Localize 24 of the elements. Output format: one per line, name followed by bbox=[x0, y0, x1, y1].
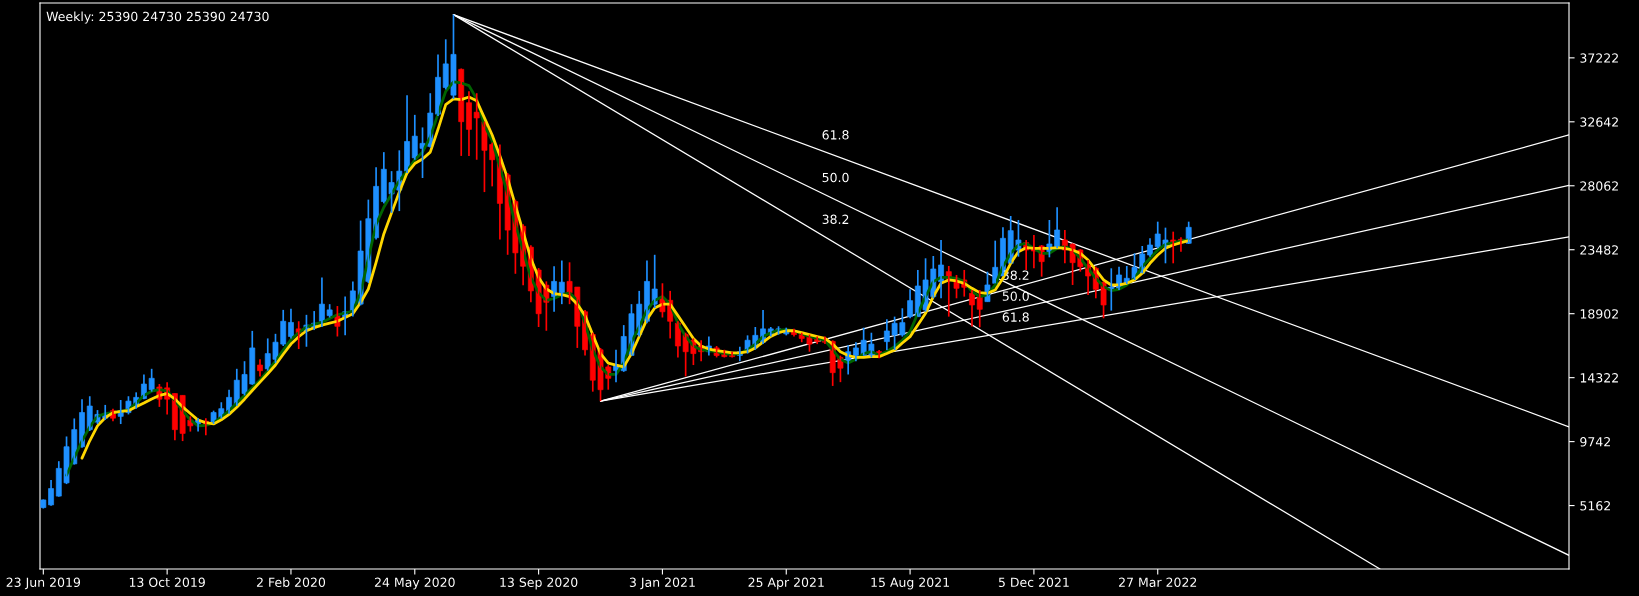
y-tick-label: 23482 bbox=[1580, 245, 1618, 255]
y-tick-label: 32642 bbox=[1580, 117, 1618, 127]
x-tick-label: 5 Dec 2021 bbox=[998, 577, 1069, 588]
x-tick-label: 3 Jan 2021 bbox=[629, 577, 695, 590]
y-tick-label: 18902 bbox=[1580, 309, 1618, 319]
x-tick-label: 13 Sep 2020 bbox=[500, 577, 578, 590]
text: Weekly: 25390 24730 25390 24730 bbox=[46, 11, 269, 24]
y-tick-label: 28062 bbox=[1580, 181, 1618, 191]
annotation: 61.8 bbox=[822, 130, 849, 140]
x-tick-label: 15 Aug 2021 bbox=[871, 577, 949, 590]
y-tick-label: 37222 bbox=[1580, 53, 1618, 63]
y-tick-label: 5162 bbox=[1580, 501, 1610, 511]
x-tick-label: 25 Apr 2021 bbox=[748, 577, 824, 590]
annotation: 38.2 bbox=[822, 214, 849, 225]
x-tick-label: 27 Mar 2022 bbox=[1119, 577, 1197, 588]
annotation: 50.0 bbox=[822, 172, 849, 183]
x-tick-label: 2 Feb 2020 bbox=[256, 577, 326, 588]
annotation: 50.0 bbox=[1002, 291, 1029, 301]
annotation: 61.8 bbox=[1002, 312, 1029, 322]
x-tick-label: 13 Oct 2019 bbox=[129, 577, 205, 588]
y-tick-label: 9742 bbox=[1580, 437, 1610, 447]
x-tick-label: 23 Jun 2019 bbox=[6, 577, 81, 590]
x-tick-label: 24 May 2020 bbox=[374, 577, 455, 590]
y-tick-label: 14322 bbox=[1580, 373, 1618, 383]
